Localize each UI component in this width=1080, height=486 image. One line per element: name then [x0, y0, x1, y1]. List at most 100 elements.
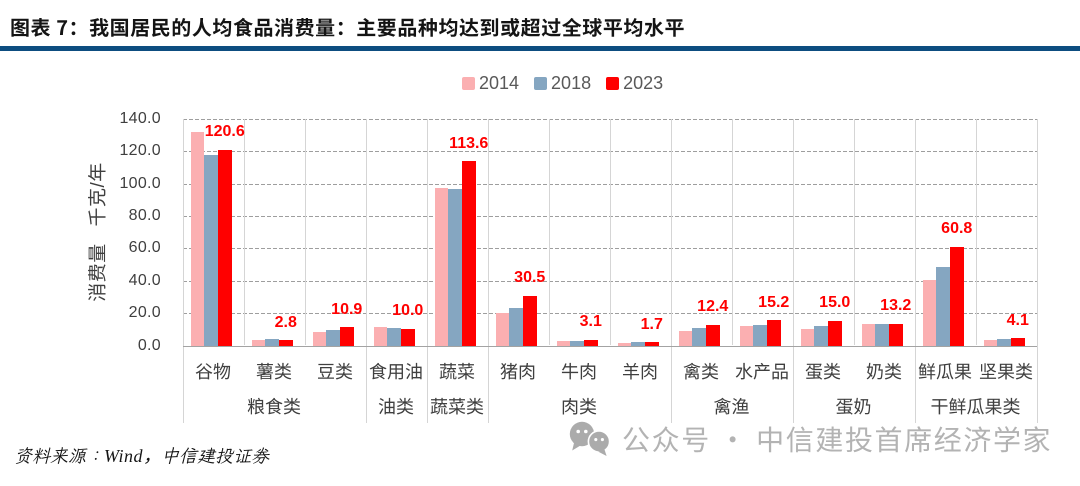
- y-tick-label-0: 0.0: [137, 336, 161, 354]
- bar-2018-水产品: [753, 324, 767, 348]
- category-separator-line: [975, 118, 977, 346]
- bar-2023-猪肉: [522, 295, 537, 348]
- category-separator-line: [731, 118, 733, 346]
- category-label-羊肉: 羊肉: [622, 357, 658, 384]
- legend-swatch-2023: [606, 77, 620, 90]
- bar-2018-薯类: [265, 338, 279, 348]
- data-label-猪肉: 30.5: [514, 269, 546, 287]
- y-tick-label-100: 100.0: [119, 174, 161, 192]
- x-axis-line: [182, 345, 1037, 347]
- source-suffix: ，中信建投证券: [143, 444, 270, 468]
- bar-2023-蛋类: [827, 320, 842, 348]
- data-label-奶类: 13.2: [880, 297, 912, 315]
- category-label-豆类: 豆类: [317, 357, 353, 384]
- category-label-奶类: 奶类: [866, 357, 902, 384]
- category-separator-line: [609, 118, 611, 346]
- category-label-谷物: 谷物: [195, 357, 231, 384]
- bar-2014-鲜瓜果: [922, 280, 937, 348]
- group-separator-line: [670, 118, 672, 424]
- category-label-猪肉: 猪肉: [500, 357, 536, 384]
- title-rule: [0, 46, 1080, 51]
- data-label-食用油: 10.0: [392, 302, 424, 320]
- bar-2018-牛肉: [570, 340, 584, 348]
- category-label-禽类: 禽类: [683, 357, 719, 384]
- category-label-水产品: 水产品: [735, 357, 789, 384]
- source-prefix: 资料来源：: [14, 444, 104, 468]
- y-tick-label-40: 40.0: [128, 271, 161, 289]
- bar-2023-蔬菜: [461, 161, 476, 348]
- bar-2023-薯类: [278, 340, 293, 348]
- group-separator-line: [365, 118, 367, 424]
- bar-2023-牛肉: [583, 339, 598, 348]
- data-label-蔬菜: 113.6: [449, 134, 489, 152]
- bar-2018-蛋类: [814, 325, 828, 348]
- bar-2023-食用油: [400, 328, 415, 348]
- category-separator-line: [243, 118, 245, 346]
- bar-2018-禽类: [692, 328, 706, 348]
- bar-2014-豆类: [312, 332, 327, 348]
- legend-label-2018: 2018: [551, 73, 592, 93]
- y-tick-label-20: 20.0: [128, 304, 161, 322]
- figure-title: 图表 7：我国居民的人均食品消费量：主要品种均达到或超过全球平均水平: [10, 12, 686, 41]
- data-label-羊肉: 1.7: [640, 315, 663, 333]
- category-label-坚果类: 坚果类: [979, 357, 1033, 384]
- group-separator-line: [182, 118, 184, 424]
- bar-2014-水产品: [739, 326, 754, 348]
- data-label-谷物: 120.6: [204, 123, 245, 141]
- bar-2018-鲜瓜果: [936, 267, 950, 348]
- group-separator-line: [914, 118, 916, 424]
- group-label-禽渔: 禽渔: [713, 393, 750, 419]
- group-label-肉类: 肉类: [561, 393, 597, 419]
- group-separator-line: [1036, 118, 1038, 424]
- bar-2023-谷物: [217, 149, 232, 348]
- source-vendor: Wind: [104, 446, 144, 466]
- bar-2014-牛肉: [556, 341, 571, 348]
- bar-2014-谷物: [190, 131, 205, 348]
- bar-2018-猪肉: [509, 308, 523, 348]
- bar-2018-坚果类: [997, 338, 1011, 348]
- bar-2023-禽类: [705, 324, 720, 348]
- bar-2023-坚果类: [1010, 338, 1025, 348]
- y-tick-label-80: 80.0: [128, 207, 161, 225]
- data-label-鲜瓜果: 60.8: [941, 220, 973, 238]
- group-label-干鲜瓜果类: 干鲜瓜果类: [930, 393, 1021, 419]
- bar-2023-豆类: [339, 327, 354, 348]
- group-label-蛋奶: 蛋奶: [835, 393, 872, 419]
- category-label-牛肉: 牛肉: [561, 357, 597, 384]
- category-label-薯类: 薯类: [256, 357, 292, 384]
- data-label-牛肉: 3.1: [579, 313, 602, 331]
- legend-item-2018: 2018: [534, 74, 591, 93]
- data-label-水产品: 15.2: [758, 293, 790, 311]
- group-separator-line: [792, 118, 794, 424]
- legend: 2014 2018 2023: [462, 74, 663, 93]
- bar-2014-羊肉: [617, 342, 632, 348]
- category-label-蔬菜: 蔬菜: [439, 357, 475, 384]
- category-label-食用油: 食用油: [369, 357, 423, 384]
- category-label-蛋类: 蛋类: [805, 357, 841, 384]
- bar-2018-豆类: [326, 330, 340, 348]
- bar-2018-食用油: [387, 328, 401, 348]
- legend-item-2014: 2014: [462, 74, 519, 93]
- bar-2014-食用油: [373, 326, 388, 348]
- bar-2014-奶类: [861, 324, 876, 348]
- bar-2014-蔬菜: [434, 187, 449, 348]
- category-label-鲜瓜果: 鲜瓜果: [918, 357, 972, 384]
- data-label-薯类: 2.8: [274, 313, 297, 331]
- source-note: 资料来源：Wind，中信建投证券: [14, 445, 269, 467]
- watermark: 公众号 · 中信建投首席经济学家: [564, 419, 1052, 459]
- category-separator-line: [548, 118, 550, 346]
- bar-2018-蔬菜: [448, 189, 462, 348]
- data-label-禽类: 12.4: [697, 298, 729, 316]
- y-tick-label-140: 140.0: [119, 109, 161, 127]
- watermark-text: 公众号 · 中信建投首席经济学家: [622, 419, 1053, 459]
- bar-2014-蛋类: [800, 328, 815, 348]
- group-label-粮食类: 粮食类: [247, 393, 301, 419]
- data-label-坚果类: 4.1: [1006, 311, 1029, 329]
- bar-2018-奶类: [875, 323, 889, 348]
- bar-2018-羊肉: [631, 342, 645, 348]
- legend-swatch-2014: [462, 77, 475, 90]
- group-separator-line: [487, 118, 489, 424]
- bar-2014-禽类: [678, 330, 693, 348]
- bar-2023-奶类: [888, 323, 903, 348]
